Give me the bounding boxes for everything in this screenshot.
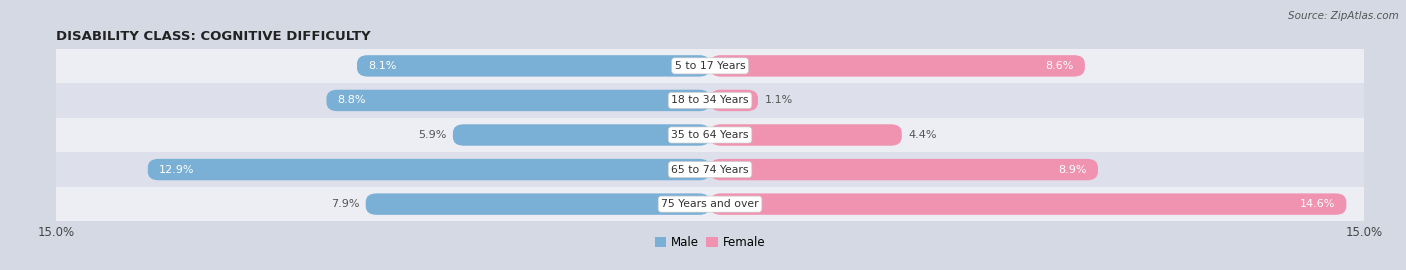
FancyBboxPatch shape [366,193,710,215]
FancyBboxPatch shape [710,90,758,111]
Text: 8.9%: 8.9% [1059,164,1087,175]
FancyBboxPatch shape [148,159,710,180]
FancyBboxPatch shape [357,55,710,77]
Text: 14.6%: 14.6% [1301,199,1336,209]
Text: 18 to 34 Years: 18 to 34 Years [671,95,749,106]
Text: 35 to 64 Years: 35 to 64 Years [671,130,749,140]
Text: 12.9%: 12.9% [159,164,194,175]
Legend: Male, Female: Male, Female [650,231,770,254]
FancyBboxPatch shape [326,90,710,111]
FancyBboxPatch shape [710,159,1098,180]
Bar [56,49,1364,83]
FancyBboxPatch shape [710,55,1085,77]
Bar [56,152,1364,187]
Bar [56,83,1364,118]
Text: 4.4%: 4.4% [908,130,936,140]
FancyBboxPatch shape [710,124,901,146]
FancyBboxPatch shape [710,193,1347,215]
Bar [56,187,1364,221]
FancyBboxPatch shape [453,124,710,146]
Text: 1.1%: 1.1% [765,95,793,106]
Text: 75 Years and over: 75 Years and over [661,199,759,209]
Text: Source: ZipAtlas.com: Source: ZipAtlas.com [1288,11,1399,21]
Text: 65 to 74 Years: 65 to 74 Years [671,164,749,175]
Text: DISABILITY CLASS: COGNITIVE DIFFICULTY: DISABILITY CLASS: COGNITIVE DIFFICULTY [56,30,371,43]
Text: 5 to 17 Years: 5 to 17 Years [675,61,745,71]
Text: 8.1%: 8.1% [368,61,396,71]
Text: 5.9%: 5.9% [418,130,446,140]
Text: 8.8%: 8.8% [337,95,366,106]
Text: 7.9%: 7.9% [330,199,359,209]
Bar [56,118,1364,152]
Text: 8.6%: 8.6% [1046,61,1074,71]
